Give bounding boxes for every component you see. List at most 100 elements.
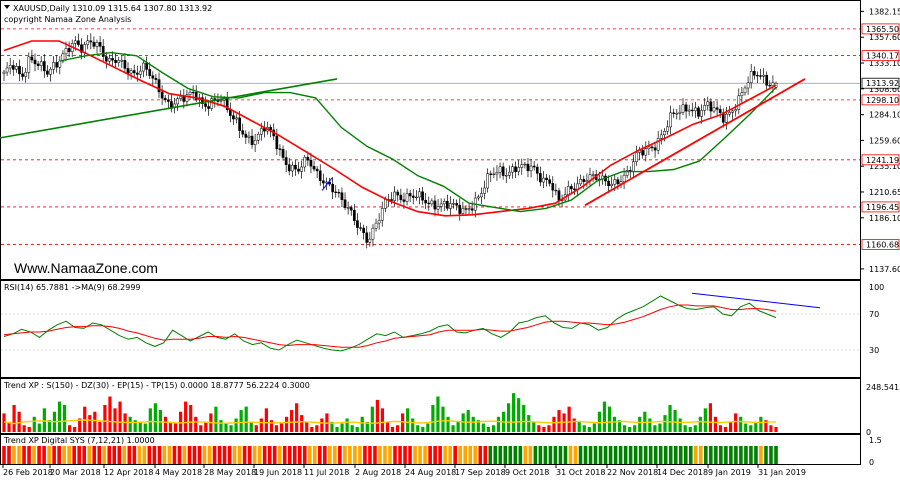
- candle-bear: [551, 183, 555, 191]
- digital-bar-r: [197, 446, 202, 464]
- digital-bar-g: [658, 446, 663, 464]
- price-tick-label: 1235.10: [869, 162, 900, 171]
- candle-bull: [517, 167, 521, 172]
- candle-bear: [92, 41, 96, 47]
- digital-bar-r: [338, 446, 342, 464]
- candle-bear: [356, 220, 359, 228]
- candle-bear: [365, 232, 369, 243]
- hist-bar-up: [663, 415, 667, 432]
- hist-bar-down: [305, 421, 309, 432]
- candle-bull: [86, 40, 90, 45]
- hist-bar-up: [496, 416, 501, 432]
- level-label-box: [861, 23, 900, 35]
- digital-bar-g: [603, 446, 608, 464]
- hist-bar-down: [728, 421, 733, 432]
- candle-bear: [411, 195, 415, 198]
- candle-bear: [30, 56, 34, 61]
- hist-tick-label: 0: [866, 428, 871, 437]
- hist-bar-down: [173, 423, 178, 432]
- x-axis-label: 4 May 2018: [155, 468, 202, 477]
- digital-bar-o: [102, 446, 107, 464]
- digital-bar-g: [563, 446, 568, 464]
- digital-bar-g: [774, 446, 778, 464]
- hist-bar-down: [113, 408, 117, 432]
- digital-bar-o: [523, 446, 528, 464]
- hist-bar-up: [370, 406, 374, 432]
- hist-bar-up: [506, 403, 511, 432]
- hist-bar-up: [592, 423, 596, 432]
- hist-bar-up: [693, 425, 697, 432]
- candle-bear: [275, 135, 279, 150]
- digital-bar-o: [87, 446, 92, 464]
- hist-bar-up: [219, 420, 223, 432]
- candle-bear: [458, 204, 462, 214]
- digital-bar-r: [212, 446, 217, 464]
- rsi-layer: [1, 292, 860, 352]
- candle-bull: [480, 193, 483, 198]
- candle-bear: [151, 75, 155, 79]
- ma-slow-line: [59, 51, 777, 213]
- candle-bull: [383, 199, 387, 209]
- digital-bar-r: [187, 446, 192, 464]
- price-tick-label: 1186.10: [869, 214, 900, 223]
- digital-bar-o: [348, 446, 352, 464]
- copyright-text: copyright Namaa Zone Analysis: [4, 15, 131, 24]
- hist-bar-down: [390, 426, 395, 432]
- candle-bull: [418, 191, 421, 198]
- digital-bar-o: [353, 446, 357, 464]
- digital-bar-o: [313, 446, 317, 464]
- candle-bull: [368, 238, 372, 243]
- digital-bar-g: [533, 446, 538, 464]
- hist-bar-up: [587, 426, 591, 432]
- hist-bar-down: [284, 416, 289, 432]
- rsi-ma-line: [3, 304, 777, 348]
- hist-bar-up: [335, 426, 339, 432]
- candle-bull: [694, 107, 697, 112]
- green-trendline: [0, 78, 338, 139]
- candle-bear: [421, 191, 424, 201]
- candle-bull: [256, 134, 260, 141]
- candle-bull: [762, 74, 765, 77]
- digital-bar-r: [368, 446, 372, 464]
- candle-bear: [145, 62, 148, 70]
- hist-bar-down: [572, 418, 576, 432]
- candle-bear: [281, 149, 285, 158]
- x-axis-label: 22 Nov 2018: [607, 468, 658, 477]
- digital-bar-g: [588, 446, 593, 464]
- hist-bar-up: [749, 425, 753, 432]
- candle-bear: [343, 199, 347, 208]
- digital-bar-r: [222, 446, 227, 464]
- hist-bar-up: [461, 413, 465, 432]
- level-label: 1340.17: [866, 52, 899, 61]
- digital-bar-g: [729, 446, 733, 464]
- hist-bar-up: [62, 404, 67, 432]
- candle-bull: [498, 166, 502, 173]
- digital-bar-g: [623, 446, 628, 464]
- candle-bear: [718, 109, 722, 114]
- price-layer: [0, 28, 860, 249]
- candle-bear: [548, 179, 552, 184]
- x-axis-label: 19 Jun 2018: [254, 468, 302, 477]
- digital-bar-o: [47, 446, 51, 464]
- collapse-triangle-icon[interactable]: [4, 5, 10, 9]
- candle-bear: [535, 166, 539, 174]
- level-label-box: [861, 201, 900, 213]
- hist-bar-down: [7, 421, 11, 432]
- digital-title: Trend XP Digital SYS (7,12,21) 1.0000: [3, 436, 155, 445]
- digital-bar-g: [688, 446, 693, 464]
- hist-bar-up: [703, 408, 707, 432]
- trend-xp-histogram: [2, 393, 778, 432]
- hist-bar-up: [628, 426, 632, 432]
- candle-bull: [374, 222, 378, 229]
- candle-bull: [39, 61, 43, 66]
- digital-bar-r: [157, 446, 162, 464]
- digital-bar-o: [207, 446, 212, 464]
- candle-bull: [8, 65, 12, 69]
- digital-bar-r: [77, 446, 81, 464]
- hist-bar-down: [380, 408, 385, 432]
- digital-bar-g: [704, 446, 708, 464]
- hist-bar-up: [47, 420, 52, 432]
- candle-bear: [362, 227, 365, 233]
- candle-bear: [46, 70, 49, 75]
- symbol-line: XAUUSD,Daily 1310.09 1315.64 1307.80 131…: [13, 4, 212, 13]
